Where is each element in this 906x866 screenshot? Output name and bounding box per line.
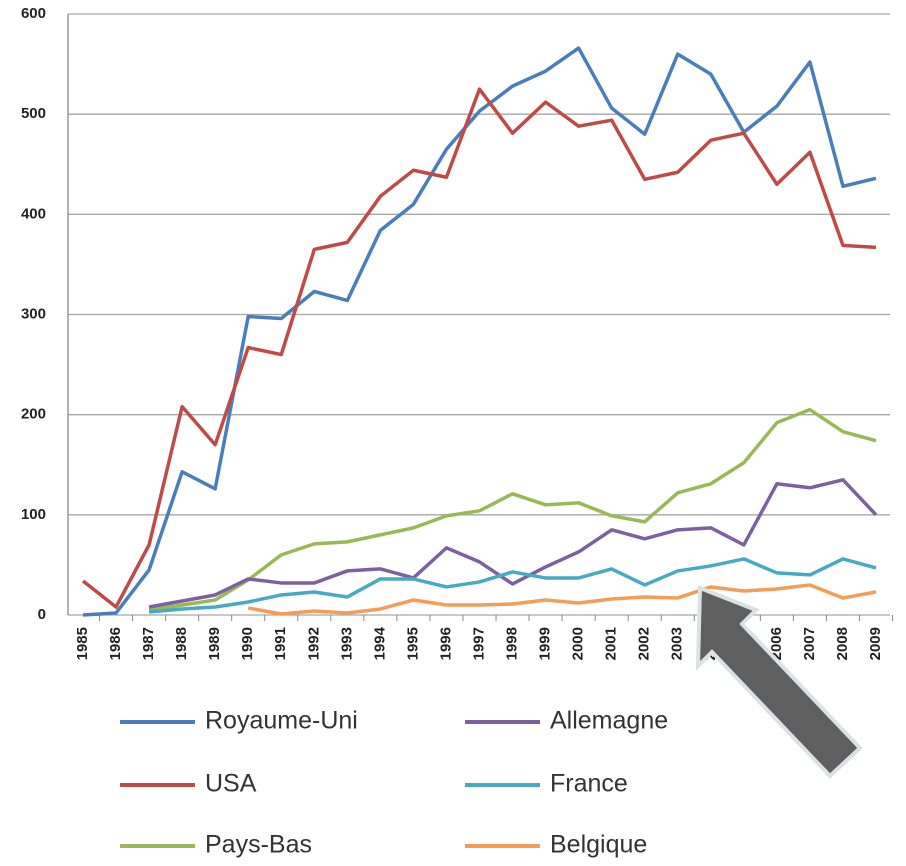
x-tick-label: 1990 (239, 627, 256, 660)
arrow (695, 585, 863, 779)
series-line (148, 557, 877, 614)
x-tick-label: 1996 (437, 627, 454, 660)
series-line (247, 583, 877, 616)
x-tick-label: 2003 (669, 627, 686, 660)
x-tick-label: 2000 (570, 627, 587, 660)
x-tick-label: 1986 (107, 627, 124, 660)
legend-label: France (550, 770, 628, 798)
x-tick-label: 1988 (173, 627, 190, 660)
x-tick-label: 1998 (504, 627, 521, 660)
legend-label: Pays-Bas (205, 831, 312, 859)
x-tick-label: 2001 (603, 627, 620, 660)
x-tick-label: 1994 (371, 626, 388, 660)
x-tick-label: 1985 (74, 627, 91, 660)
x-tick-label: 1989 (206, 627, 223, 660)
y-tick-label: 300 (21, 305, 46, 322)
x-tick-label: 1993 (338, 627, 355, 660)
x-tick-label: 1997 (470, 627, 487, 660)
y-tick-label: 500 (21, 105, 46, 122)
x-tick-label: 2002 (636, 627, 653, 660)
y-tick-label: 200 (21, 406, 46, 423)
plot: 0 100 200 300 400 500 600 1985 1986 1987 1988 1989 1… (21, 5, 894, 859)
series-line (82, 46, 877, 617)
series-line (148, 478, 878, 609)
y-tick-label: 0 (38, 606, 46, 623)
series-line (148, 407, 877, 612)
x-tick-label: 1992 (305, 627, 322, 660)
x-tick-label: 2009 (867, 627, 884, 660)
legend-label: Belgique (550, 831, 647, 859)
legend-label: USA (205, 770, 257, 798)
x-tick-label: 2006 (768, 627, 785, 660)
y-tick-label: 100 (21, 506, 46, 523)
x-tick-label: 1995 (404, 627, 421, 660)
x-tick-label: 1987 (140, 627, 157, 660)
x-tick-label: 1999 (537, 627, 554, 660)
x-tick-label: 2007 (801, 627, 818, 660)
legend-label: Allemagne (550, 707, 668, 735)
y-tick-label: 600 (21, 5, 46, 22)
legend-label: Royaume-Uni (205, 707, 358, 735)
x-tick-label: 2008 (834, 627, 851, 660)
y-tick-label: 400 (21, 205, 46, 222)
series-line (81, 87, 877, 609)
x-tick-label: 1991 (272, 627, 289, 660)
